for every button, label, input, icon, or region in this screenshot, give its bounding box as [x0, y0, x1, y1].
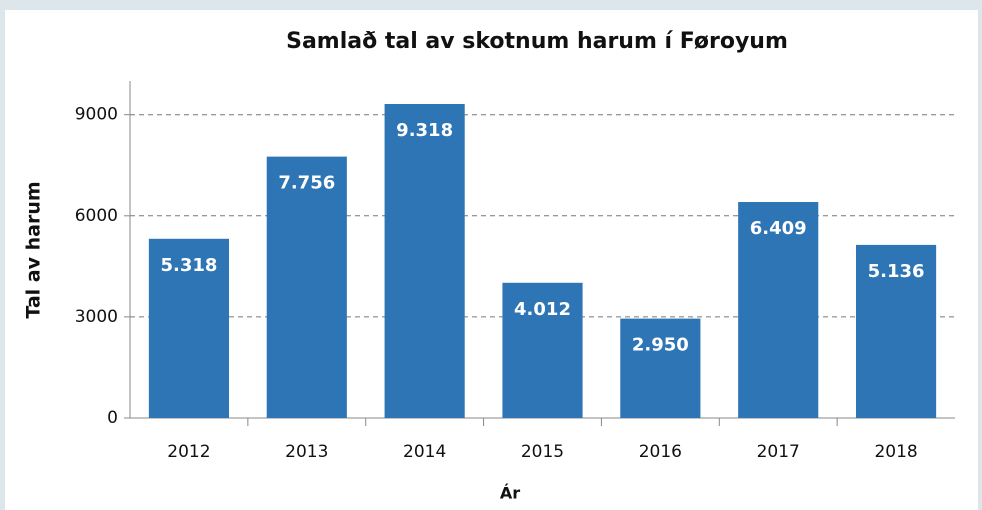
y-axis-label: Tal av harum — [23, 181, 45, 318]
y-tick-label: 6000 — [75, 206, 118, 226]
x-tick-label: 2013 — [285, 442, 328, 462]
x-tick-label: 2017 — [757, 442, 800, 462]
bar — [620, 318, 701, 418]
x-axis-label: Ár — [500, 484, 520, 503]
value-label: 2.950 — [632, 335, 689, 356]
bar — [384, 103, 465, 418]
bar — [856, 244, 937, 418]
bar — [148, 238, 229, 418]
y-tick-label: 9000 — [75, 105, 118, 125]
value-label: 5.136 — [868, 261, 925, 282]
value-label: 7.756 — [278, 173, 335, 194]
y-tick-label: 3000 — [75, 307, 118, 327]
x-tick-label: 2014 — [403, 442, 446, 462]
value-label: 4.012 — [514, 299, 571, 320]
bar — [502, 282, 583, 418]
x-tick-label: 2016 — [639, 442, 682, 462]
x-tick-label: 2018 — [874, 442, 917, 462]
x-tick-label: 2012 — [167, 442, 210, 462]
bar — [738, 202, 819, 418]
value-label: 6.409 — [750, 218, 807, 239]
x-tick-label: 2015 — [521, 442, 564, 462]
y-tick-label: 0 — [107, 408, 118, 428]
chart-title: Samlað tal av skotnum harum í Føroyum — [286, 29, 788, 54]
bar — [266, 156, 347, 418]
value-label: 5.318 — [160, 255, 217, 276]
value-label: 9.318 — [396, 120, 453, 141]
